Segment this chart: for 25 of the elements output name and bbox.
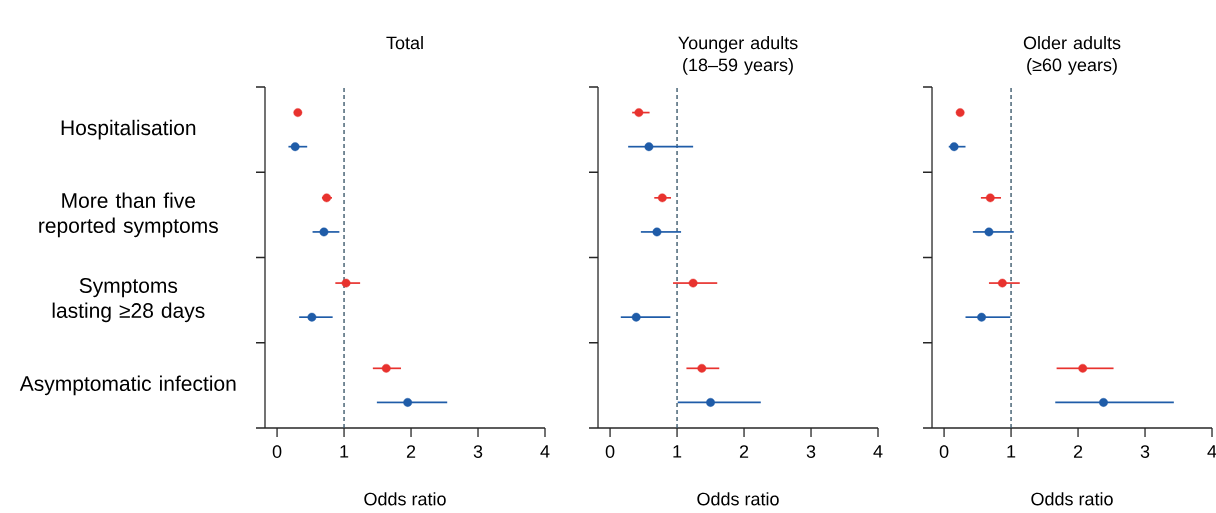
x-tick-label: 4 [873, 445, 883, 458]
y-tick-label: Asymptomatic infection [19, 375, 236, 396]
x-axis-title: Odds ratio [697, 492, 779, 506]
x-tick-label: 4 [540, 445, 550, 458]
x-tick-label: 4 [1207, 445, 1216, 458]
x-tick-label: 2 [406, 445, 416, 458]
y-tick-label: More than five reported symptoms [39, 192, 218, 238]
x-axis-title: Odds ratio [364, 492, 446, 506]
chart-title: Older adults (≥60 years) [1023, 36, 1121, 75]
x-tick-label: 2 [1073, 445, 1083, 458]
x-tick-label: 1 [340, 445, 349, 458]
x-tick-label: 0 [605, 445, 615, 458]
x-tick-label: 3 [473, 445, 483, 458]
y-tick-label: Symptoms lasting ≥28 days [52, 278, 205, 323]
chart-title: Total [386, 36, 423, 50]
x-tick-label: 2 [739, 445, 749, 458]
y-tick-label: Hospitalisation [61, 119, 196, 140]
chart-title: Younger adults (18–59 years) [678, 36, 798, 75]
x-tick-label: 1 [673, 445, 682, 458]
x-tick-label: 0 [272, 445, 282, 458]
x-axis-title: Odds ratio [1031, 492, 1113, 506]
x-tick-label: 3 [806, 445, 816, 458]
x-tick-label: 1 [1007, 445, 1016, 458]
x-tick-label: 3 [1140, 445, 1150, 458]
x-tick-label: 0 [939, 445, 949, 458]
